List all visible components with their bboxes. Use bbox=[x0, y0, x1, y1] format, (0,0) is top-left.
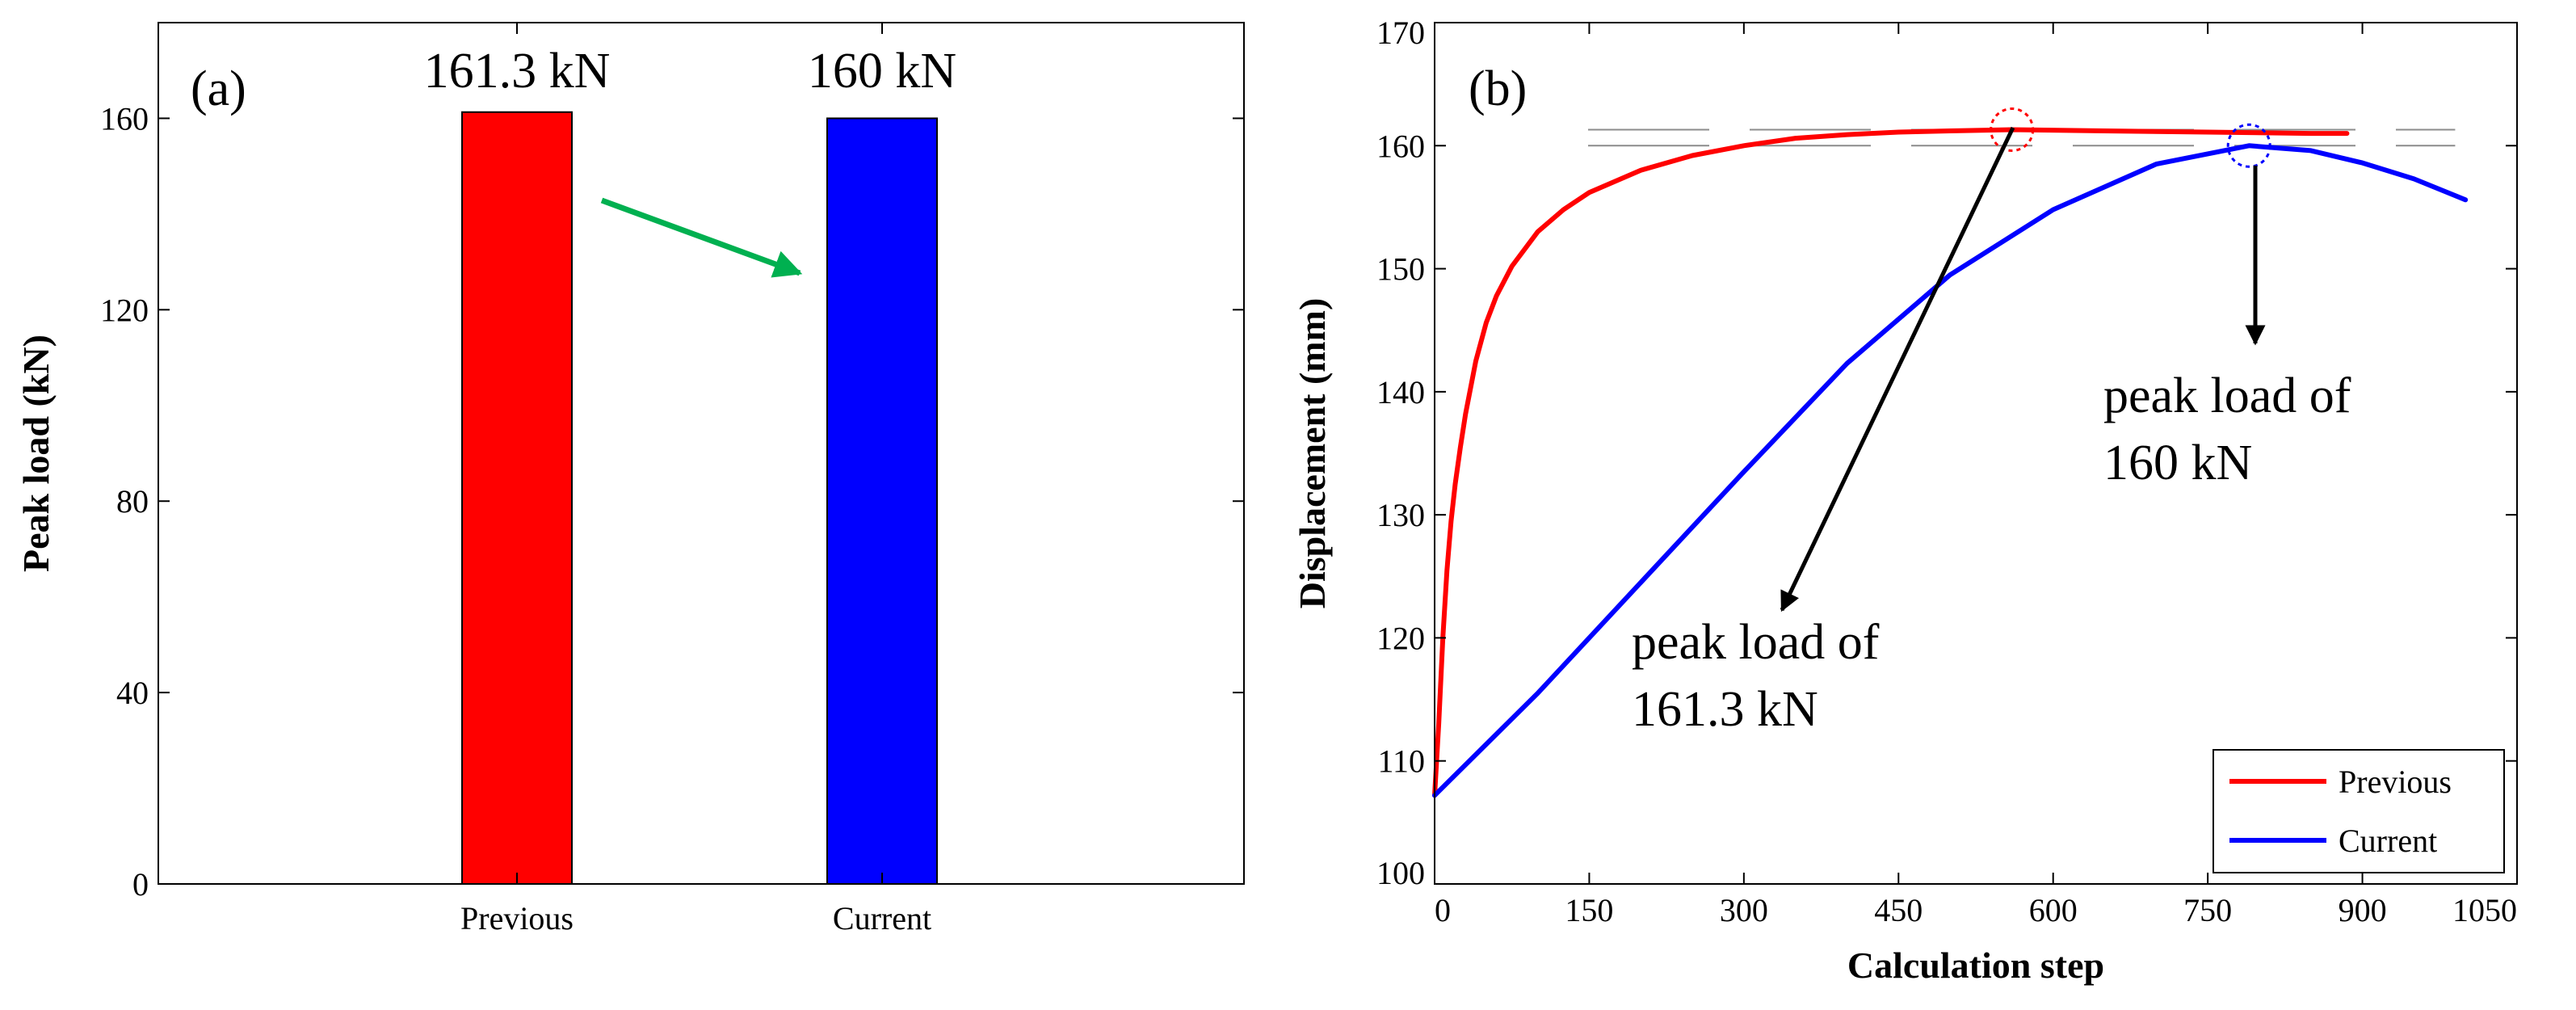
panel-b-y-axis-title: Displacement (mm) bbox=[1292, 298, 1333, 609]
x-tick-label: 900 bbox=[2339, 892, 2387, 928]
y-tick-label: 140 bbox=[1376, 374, 1425, 410]
panel-b: 0 150 300 450 600 750 900 1050 100 110 120 130 140 15… bbox=[1292, 15, 2518, 986]
y-tick-label: 150 bbox=[1376, 251, 1425, 288]
panel-b-label: (b) bbox=[1469, 61, 1527, 116]
panel-b-x-axis-title: Calculation step bbox=[1847, 945, 2104, 986]
bar-previous bbox=[461, 111, 573, 886]
peak-marker-current bbox=[2226, 123, 2271, 168]
annotation-arrow-previous bbox=[1780, 126, 2015, 612]
x-tick-label: 300 bbox=[1720, 892, 1768, 928]
panel-b-axes-frame bbox=[1434, 22, 2518, 885]
x-tick-label: 750 bbox=[2183, 892, 2232, 928]
y-tick-label: 170 bbox=[1376, 15, 1425, 51]
y-tick-label: 40 bbox=[116, 675, 149, 711]
series-line-current bbox=[1432, 143, 2469, 798]
panel-a-ticks: 0 40 80 120 160 bbox=[100, 23, 1244, 903]
peak-marker-previous bbox=[1990, 107, 2035, 152]
y-tick-label: 160 bbox=[1376, 128, 1425, 164]
panel-a-bars bbox=[461, 111, 938, 886]
annotation-previous-line2: 161.3 kN bbox=[1632, 682, 1818, 737]
y-tick-label: 120 bbox=[1376, 620, 1425, 656]
y-tick-label: 120 bbox=[100, 292, 149, 328]
bar-current bbox=[826, 117, 938, 885]
legend: Previous Current bbox=[2213, 749, 2505, 873]
panel-a-label: (a) bbox=[191, 61, 246, 116]
x-tick-label: 1050 bbox=[2452, 892, 2517, 928]
annotation-current-line2: 160 kN bbox=[2103, 436, 2252, 490]
legend-label-current: Current bbox=[2339, 823, 2437, 859]
green-arrow bbox=[600, 197, 803, 278]
panel-a-axes-frame bbox=[158, 22, 1245, 885]
annotation-previous-line1: peak load of bbox=[1632, 615, 1880, 670]
annotation-current-line1: peak load of bbox=[2103, 368, 2351, 423]
legend-label-previous: Previous bbox=[2339, 764, 2452, 800]
panel-b-ticks: 0 150 300 450 600 750 900 1050 100 110 120 130 140 15… bbox=[1376, 15, 2518, 928]
y-tick-label: 110 bbox=[1377, 743, 1425, 780]
panel-b-lines bbox=[1432, 127, 2469, 798]
y-tick-label: 0 bbox=[132, 866, 149, 903]
x-tick-label: 0 bbox=[1435, 892, 1451, 928]
x-tick-label-previous: Previous bbox=[460, 900, 574, 936]
panel-a-y-axis-title: Peak load (kN) bbox=[15, 335, 57, 572]
x-tick-label: 450 bbox=[1874, 892, 1923, 928]
x-tick-label: 150 bbox=[1565, 892, 1613, 928]
y-tick-label: 160 bbox=[100, 100, 149, 137]
y-tick-label: 130 bbox=[1376, 497, 1425, 533]
y-tick-label: 100 bbox=[1376, 855, 1425, 891]
legend-box bbox=[2213, 749, 2505, 873]
y-tick-label: 80 bbox=[116, 483, 149, 520]
panel-a: 0 40 80 120 160 (a) 161.3 kN 160 kN Previous… bbox=[15, 22, 1245, 936]
bar-value-label-previous: 161.3 kN bbox=[424, 44, 611, 99]
x-tick-label-current: Current bbox=[833, 900, 931, 936]
x-tick-label: 600 bbox=[2029, 892, 2078, 928]
bar-value-label-current: 160 kN bbox=[808, 44, 956, 99]
